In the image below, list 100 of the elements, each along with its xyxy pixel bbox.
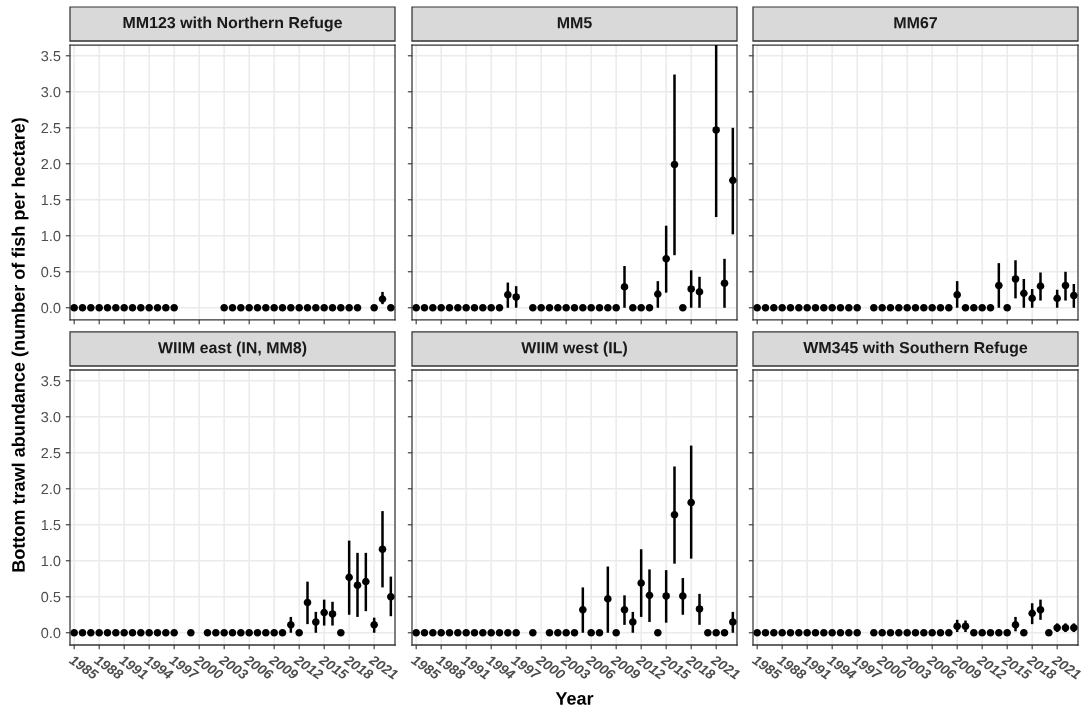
point bbox=[820, 628, 828, 637]
point bbox=[978, 628, 986, 637]
point bbox=[353, 581, 362, 590]
point bbox=[695, 605, 704, 613]
point bbox=[687, 285, 695, 293]
point bbox=[1036, 605, 1045, 614]
point bbox=[487, 303, 495, 312]
point bbox=[470, 303, 479, 312]
point bbox=[187, 628, 195, 637]
point bbox=[637, 579, 645, 587]
point bbox=[512, 293, 520, 301]
point bbox=[245, 628, 253, 637]
point bbox=[295, 628, 303, 637]
point bbox=[570, 303, 579, 312]
point bbox=[128, 628, 137, 637]
point bbox=[1003, 628, 1011, 637]
point bbox=[278, 628, 287, 637]
point bbox=[662, 255, 670, 263]
y-tick-label: 2.5 bbox=[41, 447, 61, 459]
y-tick-label: 1.0 bbox=[41, 555, 61, 567]
point bbox=[903, 303, 911, 312]
point bbox=[220, 628, 228, 637]
chart-title: MM67 bbox=[894, 16, 937, 29]
point bbox=[512, 628, 520, 637]
point bbox=[920, 303, 928, 312]
point bbox=[1020, 289, 1028, 298]
point bbox=[345, 573, 353, 582]
point bbox=[654, 628, 662, 637]
point bbox=[695, 288, 704, 296]
point bbox=[470, 628, 479, 637]
point bbox=[620, 283, 629, 291]
point bbox=[936, 628, 945, 637]
point bbox=[370, 621, 378, 629]
chart-title: MM123 with Northern Refuge bbox=[123, 16, 342, 32]
point bbox=[378, 545, 387, 554]
point bbox=[170, 628, 178, 637]
point bbox=[287, 621, 295, 629]
point bbox=[978, 303, 986, 312]
point bbox=[670, 510, 679, 519]
point bbox=[803, 628, 811, 637]
y-tick-label: 1.5 bbox=[41, 520, 61, 531]
point bbox=[487, 628, 495, 637]
point bbox=[237, 628, 245, 637]
point bbox=[720, 279, 729, 288]
y-tick-label: 0.5 bbox=[41, 266, 61, 278]
point bbox=[504, 291, 512, 299]
point bbox=[637, 303, 645, 312]
point bbox=[786, 628, 795, 637]
point bbox=[920, 628, 928, 637]
point bbox=[228, 628, 237, 637]
point bbox=[753, 628, 761, 637]
point bbox=[753, 303, 761, 312]
point bbox=[953, 291, 961, 299]
point bbox=[454, 303, 462, 312]
point bbox=[629, 618, 637, 626]
point bbox=[945, 628, 953, 637]
point bbox=[886, 628, 895, 637]
point bbox=[853, 628, 861, 637]
point bbox=[579, 303, 587, 312]
x-axis-title: Year bbox=[555, 692, 594, 705]
point bbox=[936, 303, 945, 312]
point bbox=[595, 303, 604, 312]
point bbox=[770, 303, 778, 312]
point bbox=[878, 303, 886, 312]
point bbox=[895, 303, 903, 312]
point bbox=[70, 628, 78, 637]
point bbox=[679, 303, 687, 312]
point bbox=[761, 303, 770, 312]
point bbox=[437, 628, 445, 637]
point bbox=[112, 628, 120, 637]
point bbox=[495, 628, 504, 637]
point bbox=[986, 628, 995, 637]
point bbox=[620, 605, 629, 614]
point bbox=[328, 610, 337, 618]
point bbox=[162, 628, 170, 637]
point bbox=[770, 628, 778, 637]
point bbox=[462, 303, 470, 312]
y-tick-label: 0.0 bbox=[41, 302, 61, 314]
point bbox=[645, 591, 654, 600]
point bbox=[995, 281, 1003, 290]
point bbox=[137, 628, 145, 637]
point bbox=[795, 303, 803, 312]
point bbox=[587, 628, 595, 637]
point bbox=[720, 628, 729, 637]
point bbox=[820, 303, 828, 312]
point bbox=[729, 618, 737, 626]
point bbox=[836, 628, 845, 637]
point bbox=[504, 628, 512, 637]
point bbox=[853, 303, 861, 312]
point bbox=[529, 628, 537, 637]
point bbox=[836, 303, 845, 312]
y-tick-label: 3.0 bbox=[41, 86, 61, 98]
point bbox=[537, 303, 545, 312]
point bbox=[928, 303, 936, 312]
point bbox=[870, 303, 878, 312]
point bbox=[1011, 621, 1020, 629]
point bbox=[595, 628, 604, 637]
y-tick-label: 2.0 bbox=[41, 158, 61, 170]
point bbox=[437, 303, 445, 312]
point bbox=[645, 303, 654, 312]
